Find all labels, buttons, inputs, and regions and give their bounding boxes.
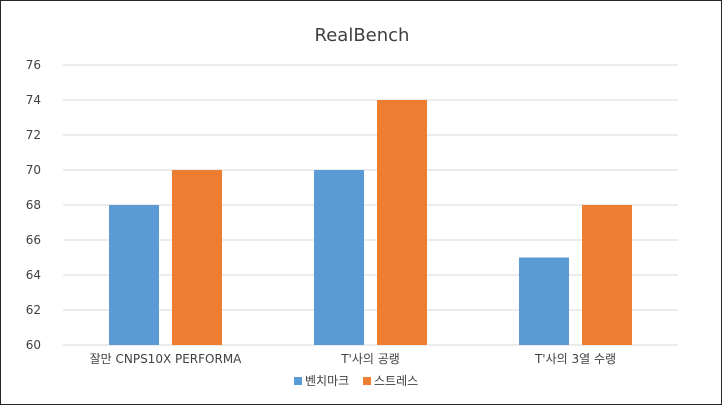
x-axis-categories: 잘만 CNPS10X PERFORMA T'사의 공랭 T'사의 3열 수랭 (90, 352, 616, 366)
legend-swatch (294, 377, 302, 385)
y-tick-label: 72 (26, 128, 41, 142)
category-label: T'사의 3열 수랭 (534, 352, 616, 366)
y-tick-label: 74 (26, 93, 41, 107)
y-tick-label: 60 (26, 338, 41, 352)
y-tick-label: 64 (26, 268, 41, 282)
bar-1-0 (314, 170, 364, 345)
legend: 벤치마크 스트레스 (294, 374, 418, 388)
bar-1-1 (377, 100, 427, 345)
legend-label: 스트레스 (374, 374, 418, 388)
y-tick-label: 76 (26, 58, 41, 72)
bar-0-1 (172, 170, 222, 345)
legend-label: 벤치마크 (305, 374, 349, 388)
category-label: 잘만 CNPS10X PERFORMA (90, 352, 243, 366)
gridlines (63, 64, 678, 346)
chart-title: RealBench (315, 25, 410, 46)
category-label: T'사의 공랭 (340, 352, 400, 366)
bar-2-0 (519, 257, 569, 345)
y-tick-label: 66 (26, 233, 41, 247)
y-tick-label: 62 (26, 303, 41, 317)
y-tick-label: 68 (26, 198, 41, 212)
bar-0-0 (109, 205, 159, 345)
y-tick-label: 70 (26, 163, 41, 177)
bar-2-1 (582, 205, 632, 345)
y-axis-ticks: 60 62 64 66 68 70 72 74 76 (26, 58, 41, 352)
bars (109, 100, 632, 345)
legend-swatch (363, 377, 371, 385)
